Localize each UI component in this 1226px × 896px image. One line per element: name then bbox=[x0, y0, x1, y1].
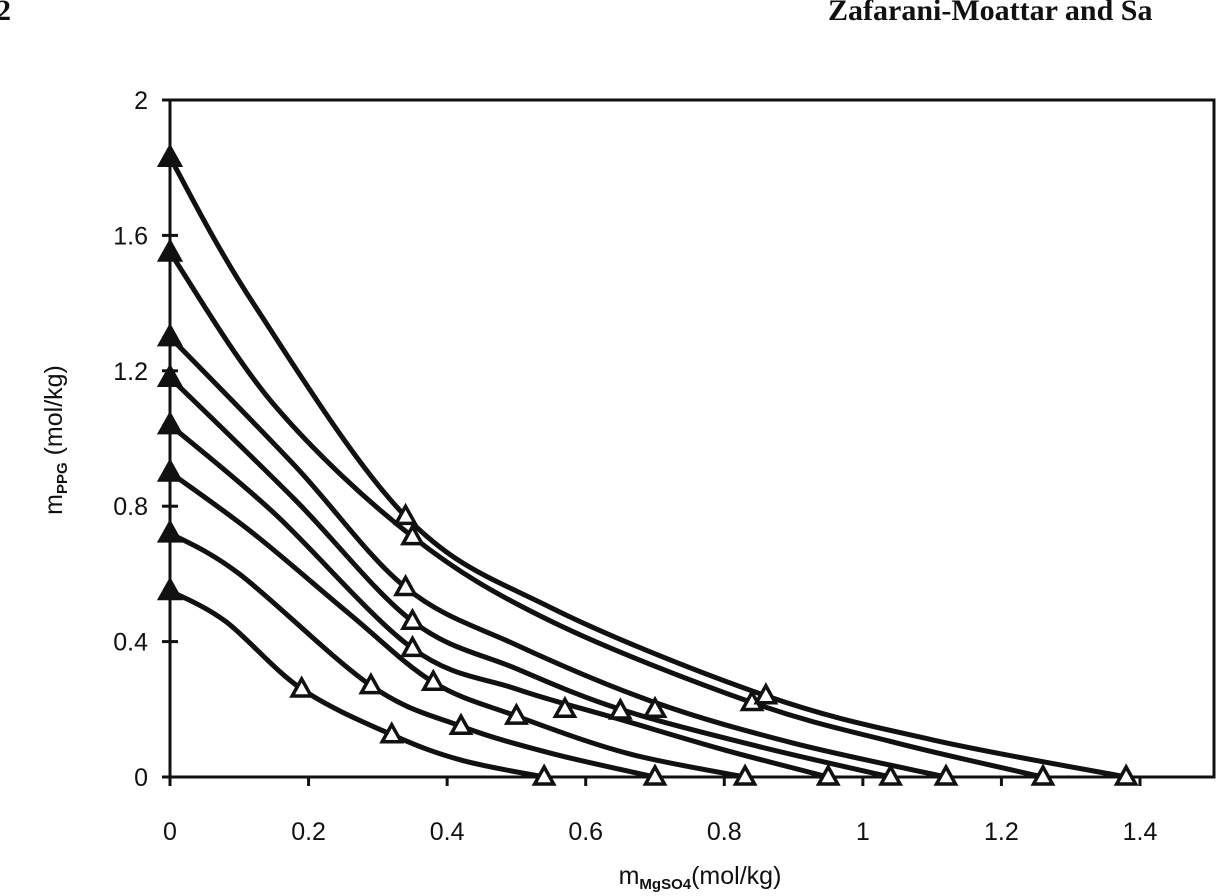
open-triangle-marker bbox=[379, 721, 405, 744]
x-axis-label-base: m bbox=[619, 862, 640, 890]
filled-triangle-marker bbox=[156, 143, 184, 167]
curves bbox=[167, 156, 1127, 780]
series-curve bbox=[168, 335, 947, 780]
open-triangle-marker bbox=[358, 672, 384, 695]
open-triangle-marker bbox=[878, 763, 904, 786]
y-tick-label: 0.8 bbox=[113, 493, 148, 521]
series-curve bbox=[168, 588, 545, 780]
open-triangle-marker bbox=[393, 573, 419, 597]
open-triangle-marker bbox=[448, 712, 474, 735]
y-axis-ticks: 0 0.4 0.8 1.2 1.6 2 bbox=[113, 87, 178, 792]
filled-triangle-marker bbox=[156, 410, 184, 435]
x-axis-label: mMgSO4(mol/kg) bbox=[619, 862, 782, 893]
filled-triangle-marker bbox=[156, 458, 184, 482]
y-axis-label-base: m bbox=[40, 494, 68, 515]
x-axis-label-sub: MgSO4 bbox=[639, 876, 691, 893]
open-triangle-marker bbox=[642, 695, 668, 719]
open-triangle-marker bbox=[531, 763, 557, 786]
filled-triangle-marker bbox=[156, 519, 184, 543]
y-tick-label: 1.2 bbox=[113, 358, 148, 386]
x-tick-label: 0.4 bbox=[430, 818, 465, 846]
open-triangle-marker bbox=[393, 502, 419, 526]
page-number: 2 bbox=[0, 0, 11, 27]
y-tick-label: 1.6 bbox=[113, 222, 148, 250]
series-curve bbox=[168, 375, 892, 780]
filled-triangle-marker bbox=[156, 576, 184, 601]
x-axis-label-rest: (mol/kg) bbox=[691, 862, 781, 890]
y-axis-label-rest: (mol/kg) bbox=[40, 365, 68, 462]
open-triangle-marker bbox=[732, 763, 758, 786]
y-tick-label: 0.4 bbox=[113, 629, 148, 657]
running-header: Zafarani-Moattar and Sa bbox=[828, 0, 1153, 27]
x-tick-label: 0.2 bbox=[291, 818, 326, 846]
x-tick-label: 1 bbox=[856, 818, 870, 846]
open-triangle-marker bbox=[289, 675, 315, 698]
open-triangle-marker bbox=[607, 697, 633, 720]
open-triangle-marker bbox=[400, 634, 425, 658]
x-tick-label: 0.8 bbox=[707, 818, 742, 846]
open-triangle-marker bbox=[400, 607, 425, 631]
open-triangle-marker bbox=[1113, 763, 1139, 786]
open-triangle-marker bbox=[815, 763, 841, 786]
x-tick-label: 1.2 bbox=[984, 818, 1019, 846]
open-triangle-marker bbox=[642, 763, 668, 786]
y-tick-label: 0 bbox=[134, 764, 148, 792]
y-axis-label: mPPG (mol/kg) bbox=[40, 365, 71, 515]
markers bbox=[156, 143, 1139, 786]
x-tick-label: 1.4 bbox=[1123, 818, 1158, 846]
open-triangle-marker bbox=[933, 763, 959, 786]
x-tick-label: 0 bbox=[163, 818, 177, 846]
series-curve bbox=[167, 250, 1044, 780]
filled-triangle-marker bbox=[156, 322, 184, 347]
filled-triangle-marker bbox=[156, 363, 184, 387]
y-tick-label: 2 bbox=[134, 87, 148, 115]
series-curve bbox=[167, 156, 1127, 780]
series-curve bbox=[168, 531, 656, 780]
x-tick-label: 0.6 bbox=[568, 818, 603, 846]
open-triangle-marker bbox=[552, 695, 578, 719]
series-curve bbox=[168, 423, 829, 780]
open-triangle-marker bbox=[400, 523, 425, 546]
x-axis-ticks: 0 0.2 0.4 0.6 0.8 1 1.2 1.4 bbox=[163, 777, 1157, 846]
open-triangle-marker bbox=[753, 682, 779, 705]
filled-triangle-marker bbox=[156, 238, 184, 262]
y-axis-label-sub: PPG bbox=[54, 462, 71, 494]
open-triangle-marker bbox=[420, 668, 446, 691]
open-triangle-marker bbox=[503, 702, 529, 725]
plot-frame bbox=[168, 98, 1216, 779]
open-triangle-marker bbox=[1030, 763, 1056, 786]
